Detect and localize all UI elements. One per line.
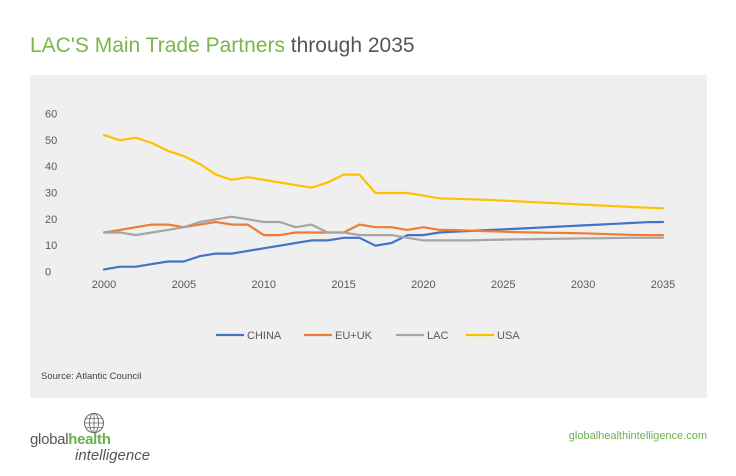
y-tick-label: 50 (45, 135, 57, 147)
x-tick-label: 2010 (251, 279, 275, 291)
x-axis: 2000 2005 2010 2015 2020 2025 2030 2035 (92, 279, 675, 291)
series-line-eu-uk (102, 220, 665, 237)
website-link[interactable]: globalhealthintelligence.com (568, 430, 707, 442)
legend-label-usa: USA (497, 330, 520, 342)
brand-strong: health (68, 431, 111, 448)
x-tick-label: 2025 (491, 279, 515, 291)
x-tick-label: 2000 (92, 279, 116, 291)
x-tick-label: 2005 (172, 279, 196, 291)
y-axis: 0 10 20 30 40 50 60 (45, 109, 57, 279)
series-line-usa (102, 133, 665, 210)
series-lines (102, 133, 665, 271)
series-line-lac (102, 215, 665, 242)
x-tick-label: 2020 (411, 279, 435, 291)
y-tick-label: 0 (45, 267, 51, 279)
brand-tagline: intelligence (75, 447, 151, 464)
legend-label-lac: LAC (427, 330, 448, 342)
x-tick-label: 2035 (651, 279, 675, 291)
y-tick-label: 20 (45, 214, 57, 226)
y-tick-label: 30 (45, 188, 57, 200)
y-tick-label: 10 (45, 240, 57, 252)
y-tick-label: 40 (45, 161, 57, 173)
chart-title-rest: through 2035 (284, 34, 415, 57)
series-line-china (102, 220, 665, 271)
legend-label-eu-uk: EU+UK (335, 330, 373, 342)
legend-label-china: CHINA (247, 330, 282, 342)
x-tick-label: 2015 (331, 279, 355, 291)
chart-panel: 0 10 20 30 40 50 60 2000 2005 2010 2015 2020 2025 20… (30, 75, 707, 398)
chart-title-highlight: LAC'S Main Trade Partners (30, 34, 285, 57)
brand-name: globalhealth (30, 431, 111, 448)
chart-title: LAC'S Main Trade Partners through 2035 (30, 34, 415, 58)
source-note: Source: Atlantic Council (41, 371, 142, 382)
x-tick-label: 2030 (571, 279, 595, 291)
brand-regular: global (30, 431, 69, 448)
brand-logo: globalhealth intelligence (30, 410, 170, 470)
y-tick-label: 60 (45, 109, 57, 121)
legend: CHINA EU+UK LAC USA (216, 330, 520, 342)
globe-icon (84, 413, 104, 433)
